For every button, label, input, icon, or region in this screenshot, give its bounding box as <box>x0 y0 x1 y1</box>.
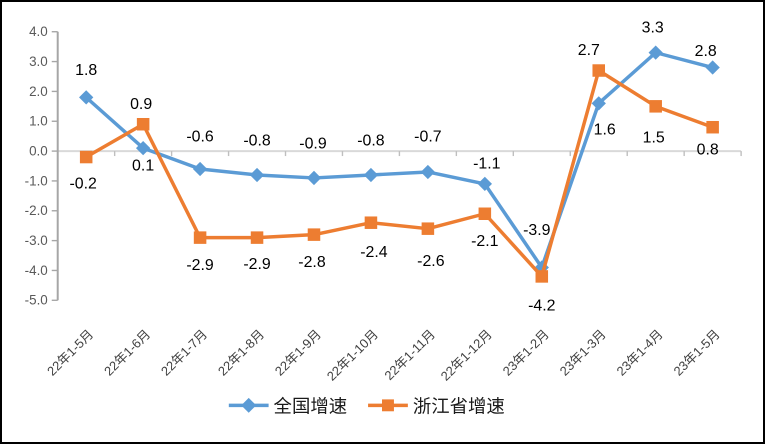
plot-area: 4.0 3.0 2.0 1.0 0.0 -1.0 -2.0 -3.0 -4.0 -5.0 22年1-… <box>25 19 742 384</box>
data-label-zhejiang-growth: 2.7 <box>578 42 600 59</box>
data-point-marker-national-growth <box>705 60 720 75</box>
legend: 全国增速 浙江省增速 <box>228 395 505 416</box>
data-label-national-growth: -3.9 <box>523 222 551 239</box>
x-axis-label: 23年1-4月 <box>614 327 666 379</box>
data-label-national-growth: 0.1 <box>132 157 154 174</box>
data-label-zhejiang-growth: -2.6 <box>417 253 445 270</box>
data-point-marker-national-growth <box>79 90 94 105</box>
data-label-national-growth: 2.8 <box>695 43 717 60</box>
x-axis-label: 22年1-11月 <box>381 327 438 383</box>
x-axis-label: 22年1-12月 <box>438 327 495 384</box>
legend-label-national: 全国增速 <box>274 395 348 416</box>
y-axis-tick-label: 0.0 <box>29 144 48 159</box>
data-label-national-growth: -0.9 <box>299 136 327 153</box>
x-axis-label: 23年1-2月 <box>500 327 552 379</box>
series-line-national-growth <box>85 50 714 270</box>
data-point-marker-zhejiang-growth <box>478 207 492 220</box>
x-axis-label: 22年1-5月 <box>44 327 96 379</box>
data-point-marker-national-growth <box>363 167 379 183</box>
y-axis-tick-label: -3.0 <box>25 233 48 248</box>
data-label-national-growth: -0.8 <box>357 133 385 150</box>
data-point-marker-zhejiang-growth <box>79 150 93 164</box>
data-label-national-growth: 1.8 <box>75 62 97 79</box>
y-axis-tick-label: -1.0 <box>25 173 48 188</box>
data-point-marker-national-growth <box>591 96 606 111</box>
y-axis-tick-label: 3.0 <box>29 54 48 69</box>
legend-label-zhejiang: 浙江省增速 <box>413 395 505 416</box>
y-axis-tick-label: -5.0 <box>25 293 48 308</box>
data-label-zhejiang-growth: -0.2 <box>69 175 97 192</box>
data-point-marker-zhejiang-growth <box>535 270 549 283</box>
x-axis-label: 22年1-10月 <box>324 327 381 384</box>
data-label-zhejiang-growth: -2.8 <box>298 254 326 271</box>
data-point-marker-zhejiang-growth <box>136 117 150 131</box>
data-label-national-growth: -0.7 <box>414 129 442 146</box>
x-axis-label: 22年1-9月 <box>272 327 324 379</box>
data-point-marker-national-growth <box>534 260 549 275</box>
data-label-national-growth: -1.1 <box>473 156 501 173</box>
data-point-marker-national-growth <box>192 161 208 177</box>
data-point-marker-national-growth <box>306 170 322 186</box>
x-axis-label: 23年1-3月 <box>557 327 609 379</box>
data-point-marker-zhejiang-growth <box>592 64 606 77</box>
series-line-zhejiang-growth <box>85 68 714 279</box>
data-label-zhejiang-growth: 1.5 <box>643 130 665 147</box>
data-point-marker-zhejiang-growth <box>364 216 378 229</box>
data-label-national-growth: 3.3 <box>642 19 664 36</box>
data-point-marker-national-growth <box>648 45 663 60</box>
data-point-marker-zhejiang-growth <box>193 231 207 244</box>
y-axis-tick-label: -2.0 <box>25 203 48 218</box>
data-label-zhejiang-growth: -2.4 <box>360 244 388 261</box>
data-point-marker-zhejiang-growth <box>706 120 719 134</box>
data-label-zhejiang-growth: -2.9 <box>243 256 271 273</box>
data-label-national-growth: 1.6 <box>594 122 616 139</box>
y-axis-tick-label: -4.0 <box>25 263 48 278</box>
data-label-zhejiang-growth: -2.1 <box>471 233 499 250</box>
x-axis-label: 22年1-6月 <box>101 327 153 379</box>
x-axis-label: 22年1-7月 <box>158 327 210 379</box>
y-axis-tick-label: 4.0 <box>29 24 48 39</box>
data-point-marker-national-growth <box>420 164 436 180</box>
data-label-national-growth: -0.6 <box>186 129 214 146</box>
data-label-zhejiang-growth: -2.9 <box>186 257 214 274</box>
data-label-zhejiang-growth: 0.9 <box>130 96 152 113</box>
data-point-marker-zhejiang-growth <box>421 222 435 235</box>
data-point-marker-zhejiang-growth <box>649 100 662 113</box>
y-axis-tick-label: 1.0 <box>29 114 48 129</box>
data-label-zhejiang-growth: 0.8 <box>697 141 719 158</box>
data-point-marker-zhejiang-growth <box>307 228 321 241</box>
x-axis-label: 22年1-8月 <box>215 327 267 379</box>
y-axis-tick-label: 2.0 <box>29 84 48 99</box>
data-label-national-growth: -0.8 <box>243 133 271 150</box>
data-label-zhejiang-growth: -4.2 <box>528 298 556 315</box>
data-point-marker-national-growth <box>135 140 151 156</box>
data-point-marker-zhejiang-growth <box>250 231 264 244</box>
legend-marker-zhejiang-square-icon <box>382 399 394 412</box>
x-axis-label: 23年1-5月 <box>670 327 722 379</box>
data-point-marker-national-growth <box>249 167 265 183</box>
legend-marker-national-diamond-icon <box>241 397 257 413</box>
